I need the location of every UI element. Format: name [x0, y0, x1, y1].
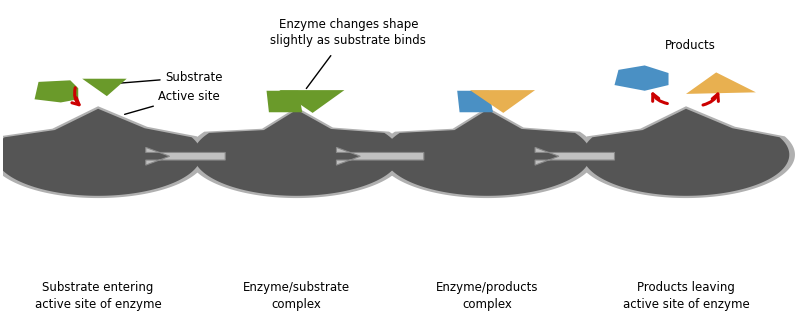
- Polygon shape: [470, 90, 535, 113]
- Polygon shape: [194, 110, 400, 196]
- Polygon shape: [34, 80, 78, 102]
- Polygon shape: [188, 107, 406, 198]
- Text: Substrate entering
active site of enzyme: Substrate entering active site of enzyme: [34, 281, 162, 311]
- Text: Active site: Active site: [125, 90, 219, 114]
- Polygon shape: [686, 72, 756, 94]
- Polygon shape: [279, 90, 344, 113]
- Polygon shape: [0, 106, 207, 198]
- Text: Products leaving
active site of enzyme: Products leaving active site of enzyme: [622, 281, 750, 311]
- Polygon shape: [384, 110, 590, 196]
- Polygon shape: [458, 91, 493, 112]
- Polygon shape: [378, 107, 596, 198]
- Text: Enzyme/substrate
complex: Enzyme/substrate complex: [243, 281, 350, 311]
- Polygon shape: [582, 109, 790, 196]
- Polygon shape: [0, 109, 202, 196]
- Polygon shape: [535, 147, 614, 165]
- Polygon shape: [146, 147, 226, 165]
- Polygon shape: [614, 65, 669, 91]
- Text: Enzyme changes shape
slightly as substrate binds: Enzyme changes shape slightly as substra…: [270, 18, 426, 47]
- Polygon shape: [577, 106, 795, 198]
- Polygon shape: [82, 79, 126, 96]
- Polygon shape: [337, 147, 424, 165]
- Text: Substrate: Substrate: [118, 71, 223, 84]
- Text: Enzyme/products
complex: Enzyme/products complex: [436, 281, 538, 311]
- Polygon shape: [266, 91, 302, 112]
- Text: Products: Products: [665, 39, 715, 52]
